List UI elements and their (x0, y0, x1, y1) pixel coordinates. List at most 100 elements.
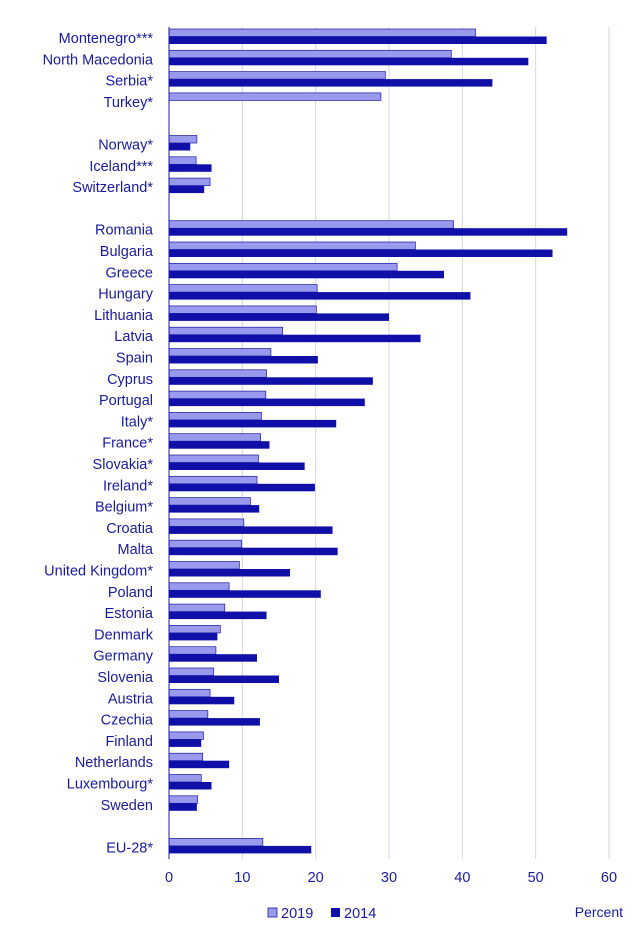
category-label-croatia: Croatia (106, 521, 154, 537)
category-label-poland: Poland (108, 585, 153, 601)
legend-swatch-2014 (331, 908, 340, 917)
bar-iceland-2019 (168, 156, 197, 165)
category-label-greece: Greece (105, 265, 153, 281)
bar-luxembourg-2019 (168, 774, 202, 783)
bar-north-macedonia-2019 (168, 49, 452, 59)
category-label-estonia: Estonia (105, 606, 154, 622)
category-label-eu-28: EU-28* (106, 840, 153, 856)
bar-belgium-2014 (169, 505, 260, 513)
bar-latvia-2019 (168, 326, 284, 336)
bar-finland-2019 (168, 731, 204, 740)
bar-eu-28-2019 (168, 838, 264, 847)
bar-switzerland-2014 (169, 185, 205, 194)
bar-netherlands-2019 (168, 752, 204, 762)
bar-slovenia-2014 (169, 675, 279, 683)
bar-romania-2014 (169, 228, 568, 236)
bar-poland-2014 (169, 590, 321, 598)
bar-croatia-2019 (168, 518, 245, 527)
bar-croatia-2014 (169, 526, 333, 534)
bar-france-2014 (169, 441, 270, 449)
category-label-malta: Malta (118, 542, 154, 558)
category-label-hungary: Hungary (98, 287, 154, 303)
category-label-sweden: Sweden (101, 798, 153, 814)
category-label-switzerland: Switzerland* (72, 180, 153, 196)
category-label-finland: Finland (105, 734, 153, 750)
bar-netherlands-2014 (169, 760, 230, 769)
bar-finland-2014 (169, 739, 202, 747)
bar-bulgaria-2019 (168, 241, 416, 250)
bar-turkey-2019 (168, 92, 382, 101)
bar-austria-2014 (169, 696, 235, 705)
category-label-latvia: Latvia (114, 329, 154, 345)
category-label-montenegro: Montenegro*** (59, 31, 154, 47)
x-tick-label-40: 40 (454, 870, 470, 886)
x-tick-label-20: 20 (308, 870, 324, 886)
bar-sweden-2014 (169, 803, 197, 811)
bar-montenegro-2014 (169, 36, 547, 44)
category-label-iceland: Iceland*** (89, 159, 153, 175)
x-tick-label-50: 50 (528, 870, 544, 886)
category-label-united-kingdom: United Kingdom* (44, 564, 153, 580)
bar-malta-2014 (169, 547, 338, 556)
category-label-slovakia: Slovakia* (93, 457, 154, 473)
bar-austria-2019 (168, 688, 211, 698)
category-label-bulgaria: Bulgaria (100, 244, 154, 260)
bar-slovenia-2019 (168, 667, 215, 676)
category-label-north-macedonia: North Macedonia (43, 52, 154, 68)
bar-estonia-2014 (169, 611, 267, 620)
bar-north-macedonia-2014 (169, 57, 529, 66)
bar-norway-2019 (168, 135, 198, 144)
bar-greece-2019 (168, 262, 398, 272)
grid-lines (241, 27, 610, 859)
legend-label-2014: 2014 (344, 906, 376, 922)
bar-belgium-2019 (168, 497, 251, 506)
x-tick-label-60: 60 (601, 870, 617, 886)
category-label-norway: Norway* (98, 138, 153, 154)
bar-united-kingdom-2019 (168, 561, 240, 570)
bar-sweden-2019 (168, 795, 198, 804)
bar-greece-2014 (169, 270, 444, 279)
x-tick-label-10: 10 (234, 870, 250, 886)
bar-estonia-2019 (168, 603, 226, 612)
legend: 2019 2014 (267, 906, 376, 922)
bar-slovakia-2014 (169, 462, 305, 470)
bar-eu-28-2014 (169, 845, 312, 854)
bar-latvia-2014 (169, 334, 421, 343)
legend-swatch-2019 (267, 907, 278, 918)
category-label-ireland: Ireland* (103, 478, 153, 494)
bar-italy-2014 (169, 419, 337, 428)
bar-portugal-2014 (169, 398, 365, 407)
legend-label-2019: 2019 (281, 906, 313, 922)
bar-hungary-2014 (169, 292, 471, 300)
bar-united-kingdom-2014 (169, 569, 290, 577)
category-label-turkey: Turkey* (104, 95, 154, 111)
bar-ireland-2019 (168, 475, 258, 485)
bar-cyprus-2014 (169, 377, 373, 385)
bar-portugal-2019 (168, 390, 267, 399)
bar-italy-2019 (168, 412, 262, 421)
bars (168, 28, 568, 854)
bar-lithuania-2014 (169, 313, 389, 321)
bar-cyprus-2019 (168, 369, 267, 378)
bar-iceland-2014 (169, 164, 212, 172)
category-label-luxembourg: Luxembourg* (67, 777, 154, 793)
category-label-lithuania: Lithuania (94, 308, 154, 324)
bar-czechia-2019 (168, 710, 209, 719)
category-label-spain: Spain (116, 351, 153, 367)
category-label-france: France* (102, 436, 153, 452)
bar-denmark-2019 (168, 625, 221, 634)
x-tick-labels: 0 10 20 30 40 50 60 (165, 870, 617, 886)
bar-slovakia-2019 (168, 454, 259, 463)
category-label-netherlands: Netherlands (75, 755, 153, 771)
bar-malta-2019 (168, 539, 242, 549)
category-labels: Montenegro*** North Macedonia Serbia* Turke… (43, 31, 154, 856)
bar-denmark-2014 (169, 632, 218, 641)
bar-france-2019 (168, 433, 262, 442)
category-label-belgium: Belgium* (95, 500, 153, 516)
x-tick-label-30: 30 (381, 870, 397, 886)
bar-poland-2019 (168, 582, 230, 591)
category-label-slovenia: Slovenia (97, 670, 154, 686)
category-label-italy: Italy* (121, 414, 154, 430)
category-label-denmark: Denmark (94, 627, 154, 643)
